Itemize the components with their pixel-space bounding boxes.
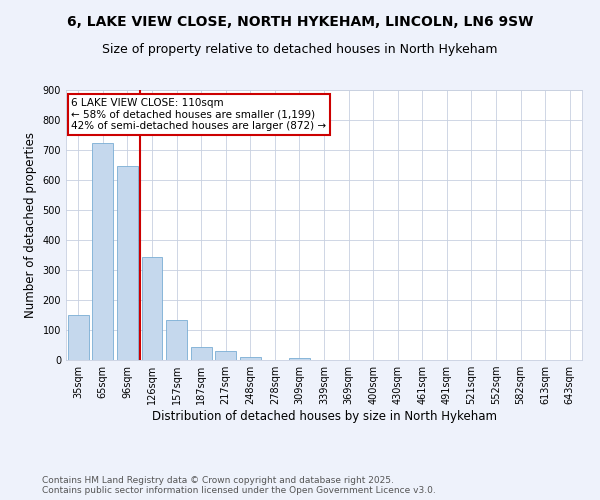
Bar (289, 358, 310, 360)
Y-axis label: Number of detached properties: Number of detached properties (24, 132, 37, 318)
Bar (117, 166, 138, 360)
Text: 6, LAKE VIEW CLOSE, NORTH HYKEHAM, LINCOLN, LN6 9SW: 6, LAKE VIEW CLOSE, NORTH HYKEHAM, LINCO… (67, 15, 533, 29)
Bar (215, 350, 236, 360)
Bar (92, 142, 113, 360)
Text: Contains HM Land Registry data © Crown copyright and database right 2025.
Contai: Contains HM Land Registry data © Crown c… (42, 476, 436, 495)
Bar (240, 356, 261, 360)
Bar (68, 315, 89, 360)
Bar (142, 257, 163, 360)
Text: 6 LAKE VIEW CLOSE: 110sqm
← 58% of detached houses are smaller (1,199)
42% of se: 6 LAKE VIEW CLOSE: 110sqm ← 58% of detac… (71, 98, 326, 132)
Bar (166, 320, 187, 360)
Text: Size of property relative to detached houses in North Hykeham: Size of property relative to detached ho… (102, 42, 498, 56)
Bar (191, 348, 212, 360)
X-axis label: Distribution of detached houses by size in North Hykeham: Distribution of detached houses by size … (151, 410, 497, 423)
